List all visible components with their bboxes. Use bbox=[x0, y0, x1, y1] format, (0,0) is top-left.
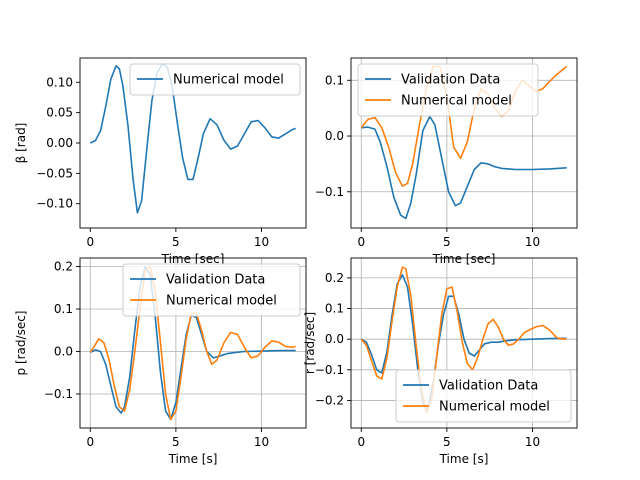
series-line-validation-data bbox=[360, 274, 567, 411]
subplot-phi: 0 5 10 −0.1 0.0 0.1 Time [sec] Validation Data N… bbox=[315, 57, 578, 266]
y-tick-label: −0.1 bbox=[315, 185, 344, 199]
y-axis-label: β [rad] bbox=[14, 123, 28, 164]
legend-label: Numerical model bbox=[166, 294, 277, 309]
x-tick-label: 0 bbox=[357, 435, 365, 449]
y-tick-label: 0.1 bbox=[325, 302, 344, 316]
y-tick-label: 0.0 bbox=[325, 332, 344, 346]
y-tick-label: −0.10 bbox=[36, 197, 73, 211]
y-tick-label: 0.0 bbox=[54, 345, 73, 359]
x-axis-label: Time [sec] bbox=[161, 252, 225, 266]
series-line-validation-data bbox=[89, 265, 296, 421]
y-tick-label: −0.1 bbox=[315, 363, 344, 377]
legend-box bbox=[122, 263, 301, 317]
y-tick-label: 0.0 bbox=[325, 129, 344, 143]
x-tick-label: 10 bbox=[525, 235, 540, 249]
y-tick-label: 0.1 bbox=[54, 302, 73, 316]
legend-box bbox=[395, 369, 572, 423]
legend-label: Validation Data bbox=[439, 379, 538, 394]
axes-frame bbox=[350, 257, 578, 429]
y-tick-label: 0.10 bbox=[46, 75, 73, 89]
y-tick-label: 0.2 bbox=[325, 271, 344, 285]
x-tick-label: 0 bbox=[86, 435, 94, 449]
legend-box bbox=[357, 63, 539, 117]
series-line-validation-data bbox=[361, 115, 567, 220]
y-tick-label: −0.05 bbox=[36, 166, 73, 180]
x-tick-label: 10 bbox=[254, 235, 269, 249]
series-line-numerical-model bbox=[89, 63, 296, 214]
legend-label: Validation Data bbox=[166, 273, 265, 288]
legend-label: Numerical model bbox=[439, 400, 550, 415]
x-tick-label: 10 bbox=[254, 435, 269, 449]
subplot-r: 0 5 10 −0.2 −0.1 0.0 0.1 0.2 Time [s] r [rad/sec]… bbox=[303, 257, 578, 466]
y-tick-label: 0.00 bbox=[46, 136, 73, 150]
legend-label: Numerical model bbox=[401, 94, 512, 109]
series-line-numerical-model bbox=[89, 265, 296, 421]
y-tick-label: 0.2 bbox=[54, 260, 73, 274]
legend-box bbox=[129, 63, 301, 96]
x-tick-label: 5 bbox=[443, 235, 451, 249]
legend-label: Numerical model bbox=[173, 73, 284, 88]
x-tick-label: 5 bbox=[443, 435, 451, 449]
y-tick-label: −0.2 bbox=[315, 393, 344, 407]
x-tick-label: 5 bbox=[172, 435, 180, 449]
x-axis-label: Time [sec] bbox=[432, 252, 496, 266]
series-line-numerical-model bbox=[360, 266, 567, 414]
y-tick-label: 0.1 bbox=[325, 73, 344, 87]
y-axis-label: p [rad/sec] bbox=[14, 311, 28, 376]
x-tick-label: 0 bbox=[357, 235, 365, 249]
y-axis-label: r [rad/sec] bbox=[303, 312, 317, 374]
subplot-p: 0 5 10 −0.1 0.0 0.1 0.2 Time [s] p [rad/sec] Vali… bbox=[14, 257, 307, 466]
legend-label: Validation Data bbox=[401, 73, 500, 88]
axes-frame bbox=[350, 57, 578, 229]
y-tick-label: 0.05 bbox=[46, 106, 73, 120]
x-axis-label: Time [s] bbox=[168, 452, 218, 466]
x-axis-label: Time [s] bbox=[439, 452, 489, 466]
subplot-beta: 0 5 10 −0.10 −0.05 0.00 0.05 0.10 Time [sec] β [r… bbox=[14, 57, 307, 266]
axes-frame bbox=[79, 257, 307, 429]
x-tick-label: 10 bbox=[525, 435, 540, 449]
y-tick-label: −0.1 bbox=[44, 387, 73, 401]
x-tick-label: 0 bbox=[86, 235, 94, 249]
x-tick-label: 5 bbox=[172, 235, 180, 249]
